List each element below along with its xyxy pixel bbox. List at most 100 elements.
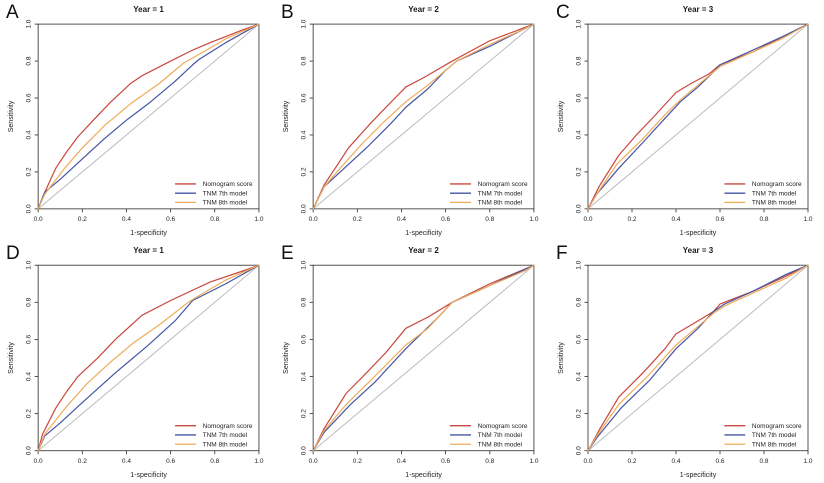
legend-label: TNM 7th model [203,432,248,439]
y-tick-label: 0.6 [301,93,308,102]
x-tick-label: 0.0 [34,216,43,223]
chart-title: Year = 3 [683,5,714,14]
legend-label: TNM 8th model [203,200,248,207]
legend-label: TNM 7th model [478,190,523,197]
x-tick-label: 0.4 [671,216,680,223]
y-axis-label: Sensitivity [283,100,290,132]
y-tick-label: 0.4 [26,372,33,381]
y-tick-label: 0.6 [301,334,308,343]
y-tick-label: 1.0 [26,260,33,269]
x-tick-label: 0.4 [397,458,406,465]
y-tick-label: 0.8 [301,56,308,65]
panel-letter-b: B [281,2,295,23]
roc-curve-tnm-7th-model [37,23,260,210]
x-tick-label: 0.2 [627,458,636,465]
y-tick-label: 0.4 [576,130,583,139]
plot-border [587,264,809,452]
roc-panel-e: E Year = 2 0.0 0.2 0.4 0.6 0.8 1.0 0.0 0.2 0.4 0.6… [275,241,550,483]
chart-title: Year = 1 [133,5,164,14]
y-tick-label: 0.2 [301,167,308,176]
y-tick-label: 1.0 [576,260,583,269]
x-tick-label: 1.0 [803,216,812,223]
chart-title: Year = 2 [408,5,439,14]
y-tick-label: 0.4 [301,372,308,381]
y-tick-label: 0.8 [576,56,583,65]
y-tick-label: 0.8 [26,297,33,306]
y-axis-label: Sensitivity [8,100,15,132]
x-tick-label: 0.6 [441,216,450,223]
roc-curve-nomogram-score [37,23,260,210]
roc-curve-nomogram-score [312,23,535,210]
roc-curve-tnm-7th-model [587,23,809,210]
y-tick-label: 0.4 [576,372,583,381]
x-tick-label: 0.8 [485,458,494,465]
roc-panel-d: D Year = 1 0.0 0.2 0.4 0.6 0.8 1.0 0.0 0.2 0.4 0.6… [0,241,275,483]
plot-border [312,23,535,210]
legend-label: Nomogram score [478,181,528,188]
x-tick-label: 0.0 [309,216,318,223]
x-tick-label: 0.2 [353,216,362,223]
x-tick-label: 0.8 [210,216,219,223]
x-tick-label: 0.6 [715,216,724,223]
roc-panel-c: C Year = 3 0.0 0.2 0.4 0.6 0.8 1.0 0.0 0.2 0.4 0.6… [550,0,824,241]
panel-letter-c: C [556,2,571,23]
reference-diagonal-line [37,23,260,210]
x-tick-label: 1.0 [254,458,263,465]
x-tick-label: 0.4 [671,458,680,465]
roc-chart-c: Year = 3 0.0 0.2 0.4 0.6 0.8 1.0 0.0 0.2 0.4 0.6 0.… [558,5,813,237]
roc-curve-nomogram-score [312,264,535,452]
roc-curve-tnm-7th-model [587,264,809,452]
roc-chart-d: Year = 1 0.0 0.2 0.4 0.6 0.8 1.0 0.0 0.2 0.4 0.6 0.… [8,246,264,479]
y-tick-label: 0.8 [26,56,33,65]
x-tick-label: 0.6 [166,216,175,223]
roc-chart-f: Year = 3 0.0 0.2 0.4 0.6 0.8 1.0 0.0 0.2 0.4 0.6 0.… [558,246,813,479]
y-axis-label: Sensitivity [8,342,15,374]
y-tick-label: 0.0 [301,204,308,213]
chart-title: Year = 1 [133,246,164,255]
x-tick-label: 0.4 [122,216,131,223]
y-tick-label: 0.2 [576,409,583,418]
x-tick-label: 0.6 [715,458,724,465]
x-axis-label: 1-specificity [130,230,167,237]
roc-curve-tnm-8th-model [37,23,260,210]
legend-label: TNM 8th model [752,200,797,207]
x-tick-label: 0.2 [78,458,87,465]
y-tick-label: 0.0 [301,446,308,455]
plot-border [37,23,260,210]
roc-curve-tnm-8th-model [312,264,535,452]
panel-letter-d: D [6,243,21,264]
legend-label: TNM 7th model [203,190,248,197]
roc-curve-tnm-8th-model [37,264,260,452]
legend-label: Nomogram score [203,181,253,188]
roc-chart-e: Year = 2 0.0 0.2 0.4 0.6 0.8 1.0 0.0 0.2 0.4 0.6 0.… [283,246,539,479]
plot-border [37,264,260,452]
y-axis-label: Sensitivity [283,342,290,374]
roc-panel-f: F Year = 3 0.0 0.2 0.4 0.6 0.8 1.0 0.0 0.2 0.4 0.6… [550,241,824,483]
y-tick-label: 1.0 [576,19,583,28]
legend-label: TNM 8th model [203,441,248,448]
legend-label: Nomogram score [752,423,802,430]
roc-curve-tnm-8th-model [312,23,535,210]
x-tick-label: 0.2 [78,216,87,223]
roc-curve-tnm-8th-model [587,264,809,452]
x-tick-label: 0.8 [210,458,219,465]
x-axis-label: 1-specificity [405,472,442,479]
legend-label: Nomogram score [203,423,253,430]
reference-diagonal-line [587,23,809,210]
x-tick-label: 0.0 [34,458,43,465]
panel-letter-e: E [281,243,295,264]
roc-curve-nomogram-score [37,264,260,452]
legend-label: Nomogram score [752,181,802,188]
y-tick-label: 0.2 [26,167,33,176]
x-tick-label: 0.4 [397,216,406,223]
y-tick-label: 0.2 [26,409,33,418]
legend-label: TNM 7th model [752,190,797,197]
roc-curve-tnm-7th-model [37,264,260,452]
plot-border [587,23,809,210]
roc-panel-a: A Year = 1 0.0 0.2 0.4 0.6 0.8 1.0 0.0 0.2 0.4 0.6… [0,0,275,241]
y-tick-label: 1.0 [301,19,308,28]
y-tick-label: 0.4 [26,130,33,139]
x-tick-label: 1.0 [803,458,812,465]
y-tick-label: 0.2 [301,409,308,418]
